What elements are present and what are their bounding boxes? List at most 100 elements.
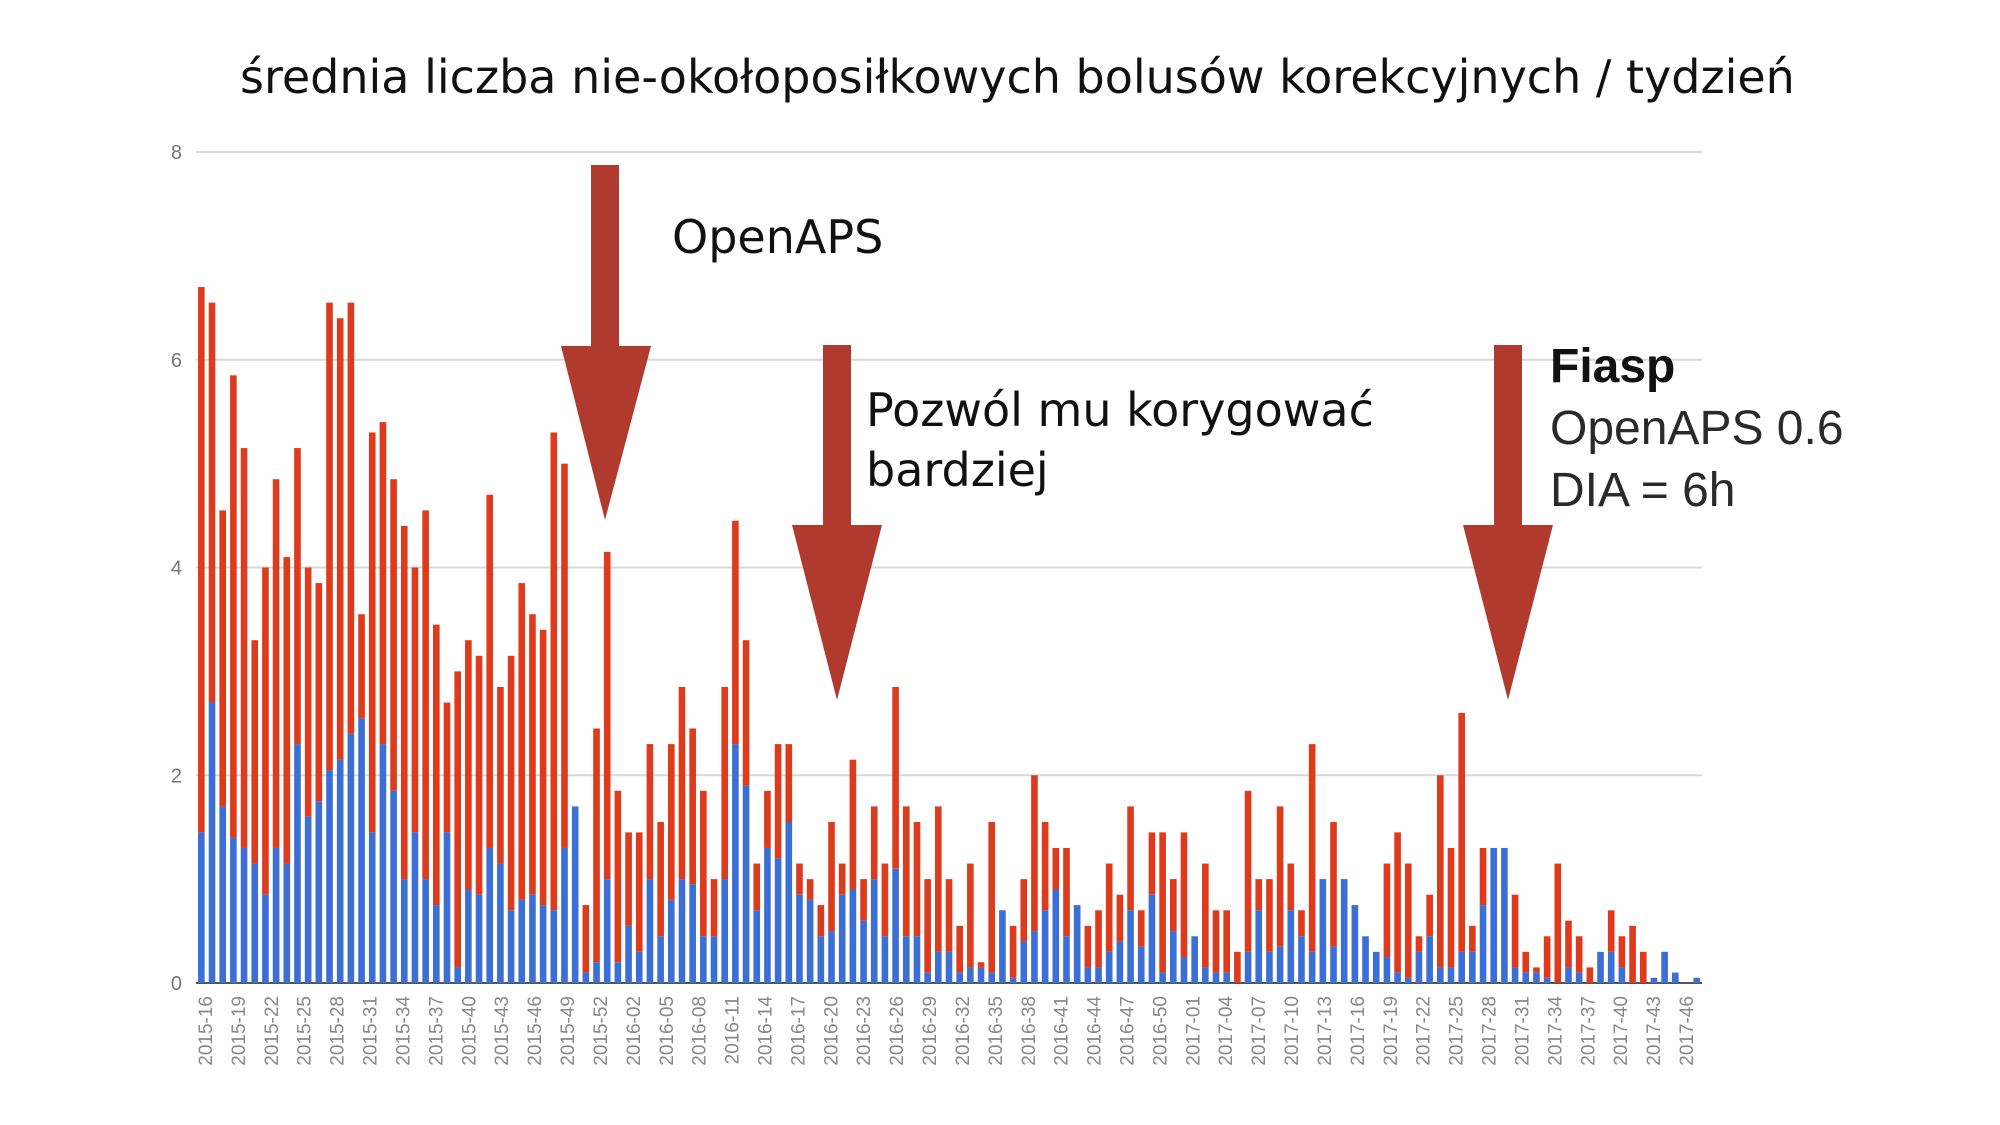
bar-segment-blue [411,832,419,983]
bar-segment-red [550,432,558,911]
x-tick-label: 2015-22 [262,996,283,1066]
y-tick-label: 0 [171,973,182,995]
bar-segment-blue [635,951,643,983]
y-tick-label: 4 [171,558,182,580]
y-tick-label: 6 [171,350,182,372]
x-tick-label: 2016-47 [1118,996,1139,1066]
bar-segment-blue [796,894,803,983]
bar-segment-red [1063,847,1070,937]
bar-segment-blue [667,899,675,983]
bar-segment-red [315,583,323,802]
annotation-fiasp-line1: Fiasp [1550,340,1676,393]
bar-segment-red [272,479,280,848]
bar-segment-blue [1105,951,1113,983]
x-tick-label: 2017-10 [1282,996,1303,1066]
bar-segment-red [1159,832,1166,973]
bar-segment-blue [1202,967,1209,983]
bar-segment-red [902,806,910,937]
bar-segment-blue [1404,977,1412,983]
bar-segment-red [561,463,568,848]
bar-segment-blue [603,879,611,983]
bar-segment-blue [336,759,344,983]
bar-segment-blue [1522,972,1530,983]
bar-segment-blue [1671,972,1679,983]
bar-segment-red [913,821,921,937]
bar-segment-blue [1031,931,1038,983]
bar-segment-red [422,510,429,880]
bar-segment-blue [732,744,739,983]
bar-segment-red [198,287,205,833]
bar-segment-blue [764,847,771,983]
x-tick-label: 2017-28 [1480,996,1501,1066]
bar-segment-red [721,686,729,880]
x-tick-label: 2016-11 [723,996,744,1064]
bar-segment-red [529,614,536,895]
bar-segment-red [486,494,494,848]
x-tick-label: 2017-25 [1447,996,1468,1066]
bar-segment-blue [1298,936,1305,983]
bars [198,287,1700,983]
bar-segment-red [1629,925,1636,983]
bar-segment-red [1415,936,1423,952]
bar-segment-blue [1191,936,1198,983]
bar-segment-blue [1447,967,1455,983]
y-axis-ticks: 0 2 4 6 8 [171,142,182,995]
bar-segment-blue [1116,941,1124,983]
bar-segment-blue [1020,941,1028,983]
bar-segment-red [689,728,696,885]
bar-segment-blue [678,879,686,983]
bar-segment-blue [1276,946,1284,983]
bar-segment-red [1276,806,1284,947]
bar-segment-blue [1095,967,1102,983]
bar-segment-blue [379,744,387,983]
bar-segment-red [475,655,483,895]
bar-segment-blue [838,894,846,983]
bar-segment-blue [561,847,568,983]
bar-segment-red [774,744,782,859]
x-tick-label: 2016-50 [1150,996,1171,1066]
bar-segment-blue [518,899,526,983]
bar-segment-red [881,863,889,937]
x-tick-label: 2016-02 [624,996,645,1066]
bar-segment-blue [1319,879,1327,983]
bar-segment-red [1266,879,1273,952]
bar-segment-red [1180,832,1188,958]
bar-segment-red [1009,925,1017,978]
bar-segment-red [1148,832,1156,895]
bar-segment-blue [1607,951,1615,983]
x-tick-label: 2015-40 [459,996,480,1066]
bar-segment-blue [1073,905,1081,983]
bar-segment-red [603,551,611,880]
x-tick-label: 2016-08 [690,996,711,1066]
bar-segment-red [988,821,996,973]
bar-segment-blue [1169,931,1177,983]
bar-segment-red [1458,712,1465,952]
x-tick-label: 2016-41 [1052,996,1073,1066]
annotation-pozwol-line2: bardziej [866,443,1049,497]
annotation-arrow-2 [792,345,882,700]
bar-segment-red [1244,790,1252,952]
bar-segment-blue [550,910,558,983]
x-tick-label: 2017-37 [1578,996,1599,1066]
bar-segment-red [742,640,750,786]
bar-segment-red [454,671,461,968]
bar-segment-blue [849,889,857,983]
bar-segment-blue [1266,951,1273,983]
bar-segment-blue [892,868,899,983]
bar-segment-blue [646,879,654,983]
x-tick-label: 2016-17 [788,996,809,1066]
bar-segment-blue [262,894,269,983]
bar-segment-blue [817,936,825,983]
bar-segment-red [283,557,291,864]
bar-segment-red [1116,894,1124,942]
bar-segment-blue [571,806,579,983]
bar-segment-red [1394,832,1401,973]
bar-segment-blue [689,884,696,983]
bar-segment-red [1020,879,1028,942]
bar-segment-blue [1383,957,1391,983]
bar-segment-blue [347,733,355,983]
x-axis-ticks: 2015-16 2015-19 2015-22 2015-25 2015-28 2015-… [196,996,1698,1066]
bar-segment-red [593,728,600,963]
bar-segment-red [678,686,686,880]
y-tick-label: 2 [171,765,182,787]
